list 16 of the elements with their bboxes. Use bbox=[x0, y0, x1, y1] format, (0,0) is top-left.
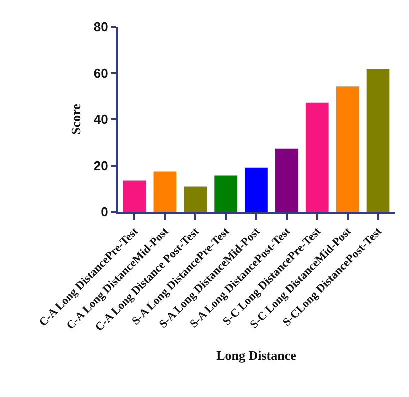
y-tick-label: 60 bbox=[94, 66, 108, 81]
y-tick-label: 20 bbox=[94, 158, 108, 174]
bar bbox=[336, 86, 360, 212]
y-tick-label: 40 bbox=[94, 112, 108, 128]
bar bbox=[214, 176, 238, 212]
bar bbox=[184, 186, 208, 212]
x-axis-title: Long Distance bbox=[216, 348, 297, 364]
y-tick-label: 80 bbox=[94, 20, 108, 35]
bar bbox=[154, 172, 177, 212]
bar bbox=[306, 102, 329, 212]
bar bbox=[123, 180, 146, 212]
y-axis-title: Score bbox=[68, 104, 84, 135]
y-tick-label: 0 bbox=[101, 204, 108, 220]
bar bbox=[366, 70, 390, 212]
bar bbox=[245, 168, 268, 212]
bar bbox=[276, 148, 298, 212]
